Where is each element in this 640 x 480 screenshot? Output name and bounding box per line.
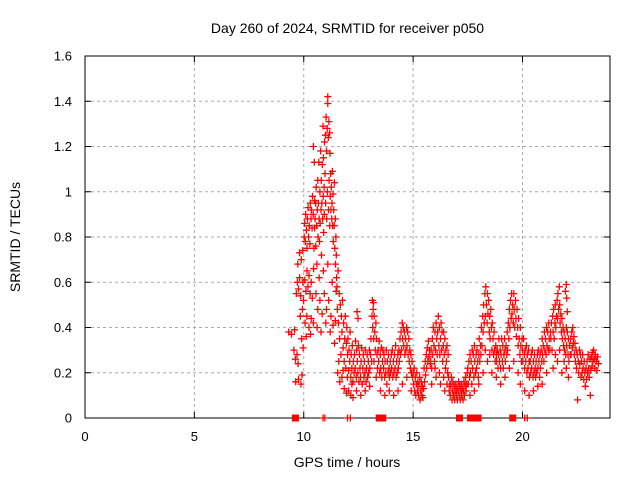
svg-text:15: 15 bbox=[406, 429, 420, 444]
svg-text:0: 0 bbox=[81, 429, 88, 444]
svg-text:0.6: 0.6 bbox=[54, 275, 72, 290]
x-axis-label: GPS time / hours bbox=[293, 454, 401, 470]
svg-text:1.2: 1.2 bbox=[54, 139, 72, 154]
scatter-series-flagged-events bbox=[291, 414, 517, 422]
svg-text:0.8: 0.8 bbox=[54, 230, 72, 245]
svg-text:1.6: 1.6 bbox=[54, 49, 72, 64]
svg-text:5: 5 bbox=[191, 429, 198, 444]
scatter-series-srmtid-values bbox=[285, 93, 602, 404]
svg-text:20: 20 bbox=[515, 429, 529, 444]
svg-text:10: 10 bbox=[297, 429, 311, 444]
x-tick-labels: 0 5 10 15 20 bbox=[81, 429, 529, 444]
svg-text:0: 0 bbox=[65, 411, 72, 426]
axis-ticks bbox=[84, 55, 610, 419]
svg-text:0.4: 0.4 bbox=[54, 320, 72, 335]
svg-text:0.2: 0.2 bbox=[54, 365, 72, 380]
svg-text:1: 1 bbox=[65, 184, 72, 199]
chart-title: Day 260 of 2024, SRMTID for receiver p05… bbox=[210, 20, 485, 36]
svg-text:1.4: 1.4 bbox=[54, 94, 72, 109]
grid-lines bbox=[85, 56, 610, 418]
y-tick-labels: 0 0.2 0.4 0.6 0.8 1 1.2 1.4 1.6 bbox=[54, 49, 72, 426]
